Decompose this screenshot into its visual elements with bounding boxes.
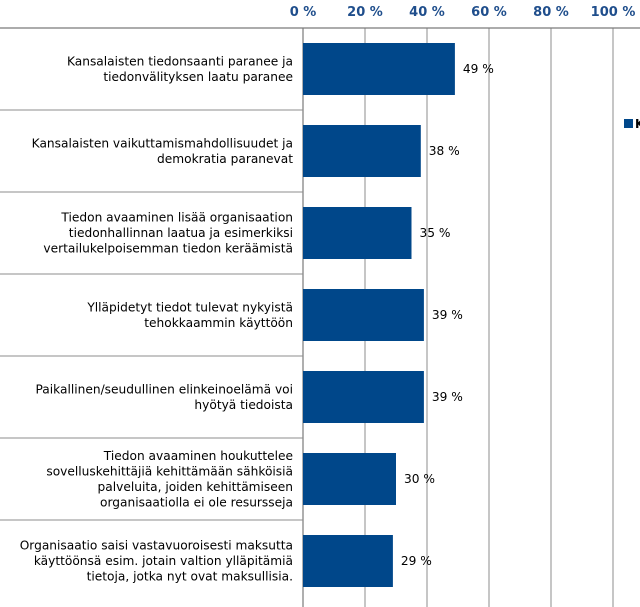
bar [303, 207, 412, 259]
data-label: 30 % [404, 472, 435, 486]
category-label: Tiedon avaaminen houkuttelee sovelluskehi… [46, 449, 293, 510]
data-label: 29 % [401, 554, 432, 568]
category-label: Tiedon avaaminen lisää organisaation tied… [43, 211, 293, 256]
legend-swatch [624, 119, 633, 128]
data-labels: 49 % 38 % 35 % 39 % 39 % 30 % 29 % [401, 62, 494, 568]
x-tick-label: 100 % [591, 5, 636, 20]
x-tick-label: 60 % [471, 5, 507, 20]
bar [303, 125, 421, 177]
legend: K [624, 117, 640, 131]
legend-label: K [635, 117, 640, 131]
bar [303, 43, 455, 95]
x-tick-label: 20 % [347, 5, 383, 20]
data-label: 49 % [463, 62, 494, 76]
bar [303, 535, 393, 587]
data-label: 35 % [420, 226, 451, 240]
category-label: Kansalaisten tiedonsaanti paranee ja tied… [67, 54, 293, 84]
x-tick-label: 40 % [409, 5, 445, 20]
x-axis-ticks: 0 % 20 % 40 % 60 % 80 % 100 % [290, 5, 636, 20]
bars [303, 43, 455, 587]
bar [303, 453, 396, 505]
data-label: 39 % [432, 308, 463, 322]
x-tick-label: 80 % [533, 5, 569, 20]
category-label: Organisaatio saisi vastavuoroisesti maks… [20, 539, 293, 584]
x-tick-label: 0 % [290, 5, 317, 20]
bar [303, 289, 424, 341]
gridlines [0, 27, 640, 607]
bar [303, 371, 424, 423]
category-label: Kansalaisten vaikuttamismahdollisuudet j… [32, 136, 294, 166]
category-label: Ylläpidetyt tiedot tulevat nykyistä tehok… [86, 300, 293, 330]
category-separators [0, 109, 303, 521]
data-label: 39 % [432, 390, 463, 404]
category-label: Paikallinen/seudullinen elinkeinoelämä v… [36, 382, 294, 412]
data-label: 38 % [429, 144, 460, 158]
category-labels: Kansalaisten tiedonsaanti paranee ja tied… [20, 54, 294, 583]
